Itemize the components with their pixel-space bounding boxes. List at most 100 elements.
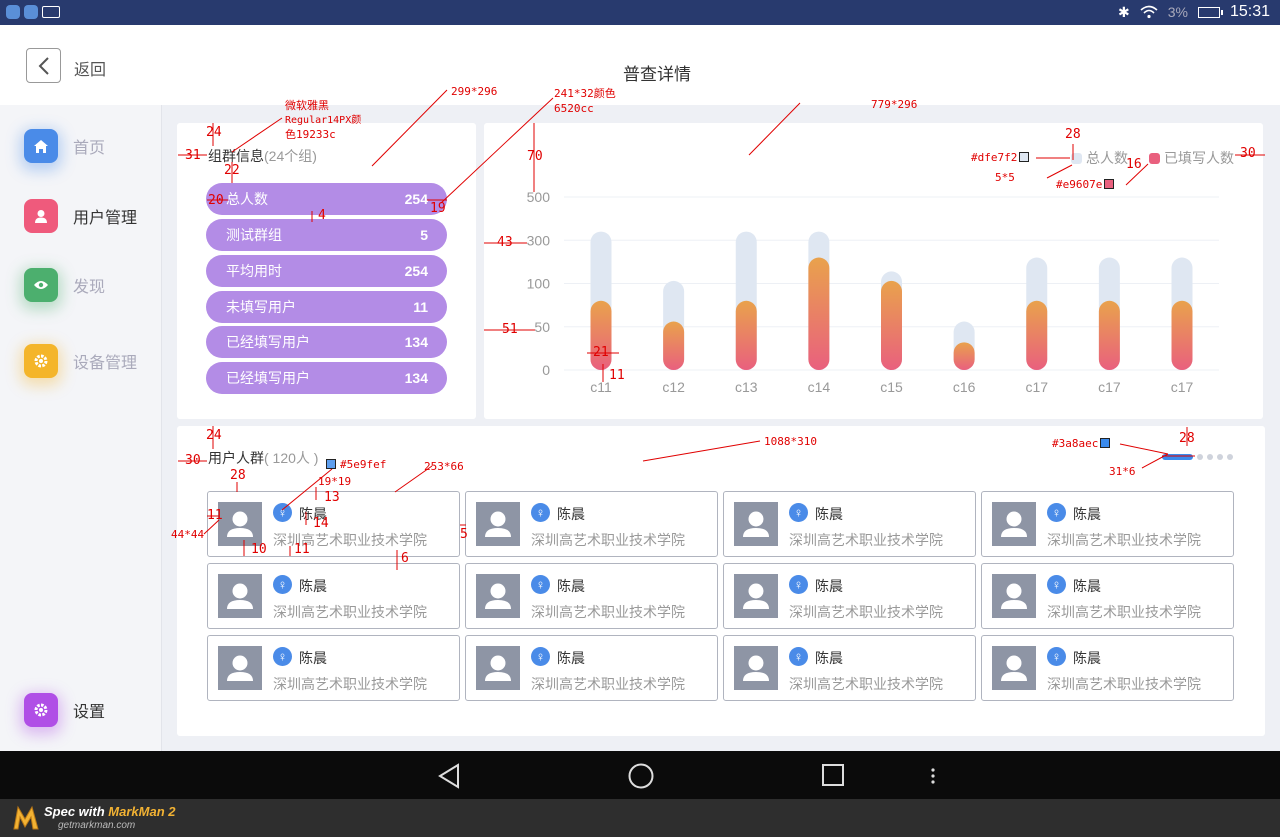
x-tick-label: c13 bbox=[735, 379, 758, 395]
annotation-font-note: 色19233c bbox=[285, 128, 336, 141]
user-name: 陈晨 bbox=[815, 650, 843, 666]
sidebar-item-label: 首页 bbox=[73, 140, 106, 157]
back-label[interactable]: 返回 bbox=[74, 62, 107, 79]
home-circle-icon[interactable] bbox=[628, 763, 654, 789]
color-swatch bbox=[1104, 179, 1115, 189]
menu-dots-icon[interactable] bbox=[929, 763, 937, 787]
user-school: 深圳高艺术职业技术学院 bbox=[273, 532, 427, 548]
y-tick-label: 50 bbox=[534, 319, 550, 335]
annotation-margin: 11 bbox=[207, 508, 223, 523]
user-card[interactable]: ♀ 陈晨 深圳高艺术职业技术学院 bbox=[981, 491, 1234, 557]
bar-filled bbox=[663, 321, 685, 370]
user-card[interactable]: ♀ 陈晨 深圳高艺术职业技术学院 bbox=[981, 635, 1234, 701]
annotation-size: 5*5 bbox=[995, 171, 1015, 184]
back-triangle-icon[interactable] bbox=[437, 763, 461, 789]
user-name: 陈晨 bbox=[815, 578, 843, 594]
annotation-margin: 11 bbox=[294, 542, 310, 557]
stat-label: 平均用时 bbox=[226, 263, 282, 279]
y-tick-label: 500 bbox=[527, 189, 551, 205]
user-name: 陈晨 bbox=[815, 506, 843, 522]
page-dot[interactable] bbox=[1217, 454, 1223, 460]
annotation-color: 6520cc bbox=[554, 102, 594, 115]
stat-label: 已经填写用户 bbox=[226, 370, 310, 386]
user-card[interactable]: ♀ 陈晨 深圳高艺术职业技术学院 bbox=[723, 635, 976, 701]
page-indicator[interactable] bbox=[1162, 454, 1233, 460]
y-tick-label: 300 bbox=[527, 232, 551, 248]
user-card[interactable]: ♀ 陈晨 深圳高艺术职业技术学院 bbox=[981, 563, 1234, 629]
page-title: 普查详情 bbox=[623, 65, 691, 84]
user-name: 陈晨 bbox=[1073, 578, 1101, 594]
sidebar-item-device-management[interactable]: 设备管理 bbox=[24, 344, 137, 378]
annotation-margin: 30 bbox=[1240, 146, 1256, 161]
annotation-margin: 10 bbox=[251, 542, 267, 557]
stat-value: 254 bbox=[404, 191, 428, 207]
page-dot[interactable] bbox=[1227, 454, 1233, 460]
avatar bbox=[218, 574, 262, 618]
sidebar-item-label: 用户管理 bbox=[73, 210, 138, 227]
annotation-size: 1088*310 bbox=[764, 435, 817, 448]
gear-icon bbox=[24, 693, 58, 727]
sidebar-item-user-management[interactable]: 用户管理 bbox=[24, 199, 137, 233]
y-tick-label: 100 bbox=[527, 276, 551, 292]
sidebar-item-discover[interactable]: 发现 bbox=[24, 268, 105, 302]
annotation-color: #dfe7f2 bbox=[971, 151, 1030, 164]
annotation-margin: 11 bbox=[609, 368, 625, 383]
user-school: 深圳高艺术职业技术学院 bbox=[273, 604, 427, 620]
y-tick-label: 0 bbox=[542, 362, 550, 378]
sidebar-item-home[interactable]: 首页 bbox=[24, 129, 105, 163]
user-name: 陈晨 bbox=[557, 650, 585, 666]
stat-label: 未填写用户 bbox=[226, 299, 296, 315]
female-icon: ♀ bbox=[1047, 503, 1066, 522]
user-card[interactable]: ♀ 陈晨 深圳高艺术职业技术学院 bbox=[465, 635, 718, 701]
user-card[interactable]: ♀ 陈晨 深圳高艺术职业技术学院 bbox=[465, 491, 718, 557]
annotation-margin: 28 bbox=[1179, 431, 1195, 446]
stat-filled-users: 已经填写用户 134 bbox=[206, 326, 447, 358]
user-card[interactable]: ♀ 陈晨 深圳高艺术职业技术学院 bbox=[723, 491, 976, 557]
annotation-margin: 5 bbox=[460, 527, 468, 542]
user-name: 陈晨 bbox=[1073, 506, 1101, 522]
user-card[interactable]: ♀ 陈晨 深圳高艺术职业技术学院 bbox=[207, 563, 460, 629]
wifi-icon bbox=[1140, 5, 1158, 19]
page-dot[interactable] bbox=[1197, 454, 1203, 460]
stat-total-users: 总人数 254 bbox=[206, 183, 447, 215]
annotation-margin: 13 bbox=[324, 490, 340, 505]
sidebar-item-settings[interactable]: 设置 bbox=[24, 693, 105, 727]
markman-footer: Spec with MarkMan 2 getmarkman.com bbox=[0, 799, 1280, 837]
user-school: 深圳高艺术职业技术学院 bbox=[531, 604, 685, 620]
legend-label: 已填写人数 bbox=[1164, 150, 1234, 166]
back-button[interactable] bbox=[26, 48, 61, 83]
user-card[interactable]: ♀ 陈晨 深圳高艺术职业技术学院 bbox=[465, 563, 718, 629]
markman-brand: Spec with MarkMan 2 bbox=[44, 804, 176, 819]
user-school: 深圳高艺术职业技术学院 bbox=[789, 604, 943, 620]
color-swatch bbox=[326, 459, 336, 469]
bar-chart: 0 50 100 300 500 c11 c12 c13 c14 c15 c16 c17 c17 c17… bbox=[527, 150, 1234, 395]
keyboard-icon bbox=[42, 6, 60, 18]
user-card[interactable]: ♀ 陈晨 深圳高艺术职业技术学院 bbox=[723, 563, 976, 629]
bar-filled bbox=[1026, 300, 1048, 370]
annotation-color-text: #3a8aec bbox=[1052, 437, 1099, 450]
brand-name: MarkMan 2 bbox=[108, 804, 176, 819]
user-card[interactable]: ♀ 陈晨 深圳高艺术职业技术学院 bbox=[207, 491, 460, 557]
sidebar-item-label: 设备管理 bbox=[73, 355, 138, 372]
annotation-size: 31*6 bbox=[1109, 465, 1136, 478]
bluetooth-icon: ✱ bbox=[1117, 3, 1130, 20]
stat-value: 5 bbox=[420, 227, 428, 243]
annotation-font-note: 微软雅黑 bbox=[285, 99, 329, 112]
user-name: 陈晨 bbox=[299, 578, 327, 594]
stat-test-groups: 测试群组 5 bbox=[206, 219, 447, 251]
user-school: 深圳高艺术职业技术学院 bbox=[531, 532, 685, 548]
annotation-margin: 20 bbox=[208, 193, 224, 208]
user-card[interactable]: ♀ 陈晨 深圳高艺术职业技术学院 bbox=[207, 635, 460, 701]
system-navigation-bar bbox=[0, 751, 1280, 799]
page-dot-active[interactable] bbox=[1162, 454, 1193, 460]
brand-prefix: Spec with bbox=[44, 804, 109, 819]
female-icon: ♀ bbox=[789, 503, 808, 522]
female-icon: ♀ bbox=[789, 647, 808, 666]
header: 返回 普查详情 bbox=[0, 25, 1280, 105]
sidebar-item-label: 设置 bbox=[73, 704, 106, 721]
page-dot[interactable] bbox=[1207, 454, 1213, 460]
annotation-color-text: #dfe7f2 bbox=[971, 151, 1018, 164]
recent-apps-icon[interactable] bbox=[821, 763, 845, 787]
bar-filled bbox=[881, 280, 902, 370]
avatar bbox=[476, 646, 520, 690]
